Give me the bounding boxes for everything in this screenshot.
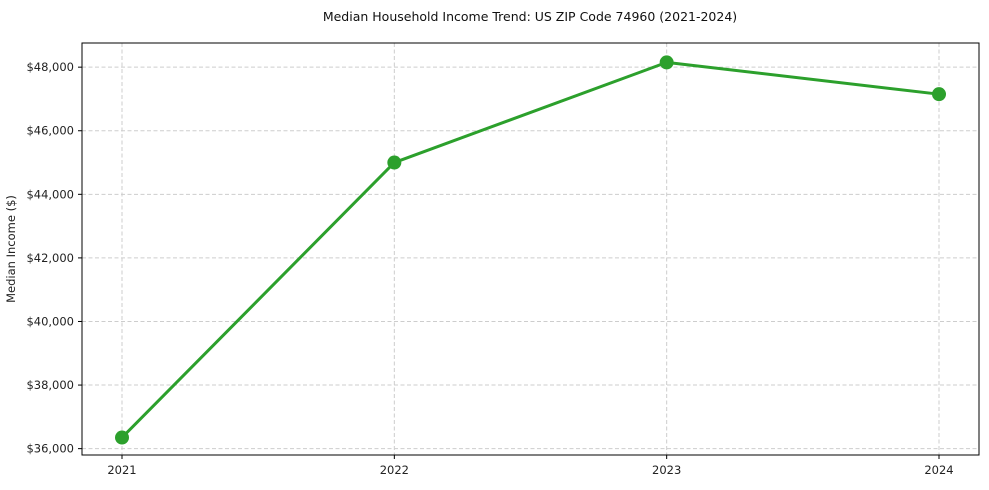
trend-line [120,60,941,440]
data-point-marker [932,87,946,102]
y-tick-label: $38,000 [26,378,74,392]
y-tick-label: $36,000 [26,442,74,456]
x-tick-label: 2022 [380,463,409,477]
y-tick-label: $40,000 [26,314,74,328]
y-tick-label: $44,000 [26,187,74,201]
y-axis-label: Median Income ($) [4,195,18,303]
y-tick-label: $48,000 [26,60,74,74]
x-tick-label: 2024 [924,463,953,477]
x-tick-label: 2021 [107,463,136,477]
plot-area: $36,000 $38,000 $40,000 $42,000 $44,000 $46,0… [26,42,980,477]
y-tick-label: $46,000 [26,124,74,138]
y-tick-label: $42,000 [26,251,74,265]
chart-title: Median Household Income Trend: US ZIP Co… [323,9,737,24]
data-point-marker [387,155,402,170]
x-tick-label: 2023 [652,463,681,477]
data-point-marker [115,430,129,445]
plot-border [81,42,980,456]
data-point-marker [659,55,674,70]
